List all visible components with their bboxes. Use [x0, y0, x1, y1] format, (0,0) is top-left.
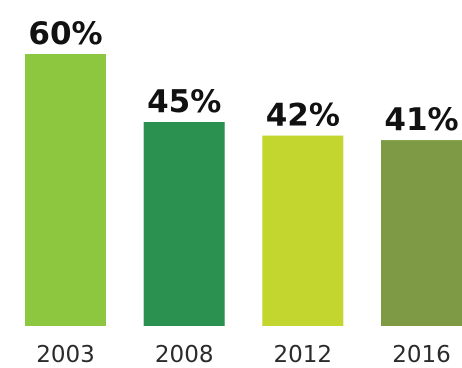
- x-tick-label-2012: 2012: [274, 342, 333, 368]
- value-label-2012: 42%: [266, 98, 340, 134]
- bars-group: [25, 54, 462, 326]
- value-label-2016: 41%: [384, 102, 458, 138]
- x-tick-label-2008: 2008: [155, 342, 214, 368]
- bar-2003: [25, 54, 106, 326]
- value-label-2003: 60%: [28, 16, 102, 52]
- value-label-2008: 45%: [147, 84, 221, 120]
- x-tick-label-2016: 2016: [392, 342, 451, 368]
- value-labels-group: 60% 45% 42% 41%: [28, 16, 458, 138]
- bar-2012: [262, 135, 344, 326]
- x-tick-label-2003: 2003: [36, 342, 95, 368]
- bar-2008: [143, 122, 225, 326]
- bar-2016: [381, 140, 462, 326]
- x-axis-ticks: 2003 2008 2012 2016: [36, 342, 451, 368]
